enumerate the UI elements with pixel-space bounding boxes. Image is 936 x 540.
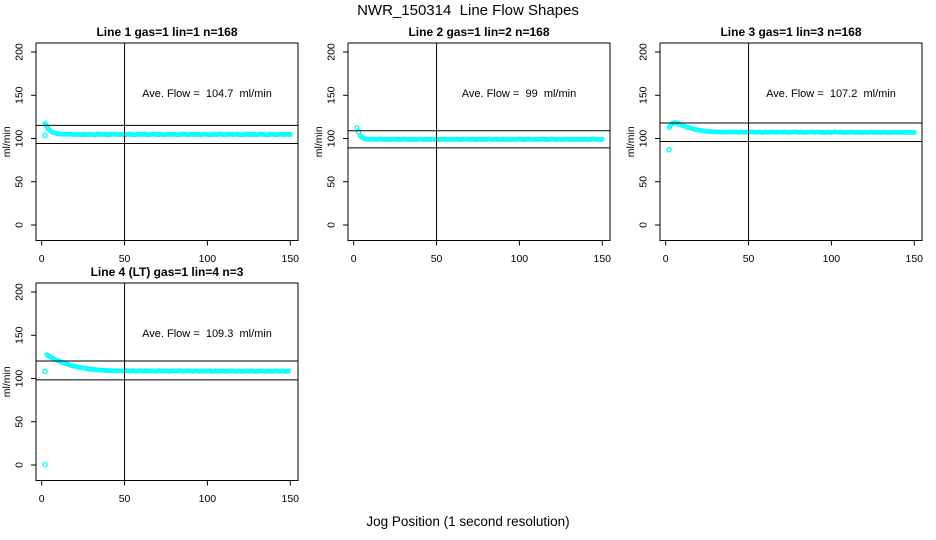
y-tick-label: 50 <box>14 416 26 428</box>
y-axis-label: ml/min <box>1 366 13 397</box>
x-tick-label: 0 <box>351 253 357 265</box>
plot-panel-4: Line 4 (LT) gas=1 lin=4 n=3 0 50 100 150 0 50 1… <box>1 265 299 505</box>
y-tick-label: 150 <box>326 86 338 104</box>
x-tick-label: 150 <box>905 253 923 265</box>
x-tick-label: 100 <box>823 253 841 265</box>
x-tick-label: 0 <box>663 253 669 265</box>
panel-line-3: Line 3 gas=1 lin=3 n=168 0 50 100 150 0 50 100 1… <box>624 20 936 268</box>
y-tick-label: 150 <box>638 86 650 104</box>
y-tick-label: 50 <box>326 176 338 188</box>
x-tick-label: 50 <box>119 253 131 265</box>
plot-panel-3: Line 3 gas=1 lin=3 n=168 0 50 100 150 0 50 100 1… <box>625 25 923 265</box>
y-tick-label: 100 <box>638 130 650 148</box>
plot-box <box>347 42 611 241</box>
figure-x-axis-label: Jog Position (1 second resolution) <box>366 514 570 529</box>
plot-panel-1: Line 1 gas=1 lin=1 n=168 0 50 100 150 0 50 100 1… <box>1 25 299 265</box>
panel-title: Line 2 gas=1 lin=2 n=168 <box>408 25 549 39</box>
data-point-band <box>666 120 917 136</box>
y-tick-label: 200 <box>14 283 26 301</box>
y-tick-label: 200 <box>638 43 650 61</box>
outlier-point <box>666 146 672 153</box>
y-tick-label: 0 <box>638 222 650 228</box>
x-tick-label: 100 <box>199 253 217 265</box>
x-tick-label: 100 <box>511 253 529 265</box>
y-tick-label: 100 <box>14 130 26 148</box>
y-tick-label: 100 <box>326 130 338 148</box>
ave-flow-annotation: Ave. Flow = 99 ml/min <box>462 88 576 100</box>
panel-title: Line 4 (LT) gas=1 lin=4 n=3 <box>91 265 244 279</box>
y-tick-label: 0 <box>326 222 338 228</box>
y-tick-label: 0 <box>14 462 26 468</box>
y-axis-label: ml/min <box>1 126 13 157</box>
panel-line-2: Line 2 gas=1 lin=2 n=168 0 50 100 150 0 50 100 1… <box>312 20 624 268</box>
plot-panel-2: Line 2 gas=1 lin=2 n=168 0 50 100 150 0 50 100 1… <box>313 25 611 265</box>
outlier-point <box>42 461 48 468</box>
panel-title: Line 1 gas=1 lin=1 n=168 <box>96 25 237 39</box>
x-tick-label: 50 <box>119 493 131 505</box>
data-point-band <box>354 125 605 143</box>
panel-title: Line 3 gas=1 lin=3 n=168 <box>720 25 861 39</box>
y-tick-label: 50 <box>638 176 650 188</box>
outlier-point <box>355 129 362 135</box>
y-axis-label: ml/min <box>313 126 325 157</box>
y-tick-label: 0 <box>14 222 26 228</box>
y-tick-label: 200 <box>326 43 338 61</box>
y-tick-label: 150 <box>14 86 26 104</box>
y-tick-label: 50 <box>14 176 26 188</box>
x-tick-label: 150 <box>281 253 299 265</box>
outlier-point <box>42 368 48 375</box>
x-tick-label: 150 <box>281 493 299 505</box>
y-axis-label: ml/min <box>625 126 637 157</box>
x-tick-label: 50 <box>431 253 443 265</box>
x-tick-label: 150 <box>593 253 611 265</box>
data-point-band <box>42 120 293 138</box>
figure-title: NWR_150314 Line Flow Shapes <box>357 2 579 19</box>
panel-line-4: Line 4 (LT) gas=1 lin=4 n=3 0 50 100 150 0 50 1… <box>0 260 312 508</box>
y-tick-label: 200 <box>14 43 26 61</box>
x-tick-label: 0 <box>39 253 45 265</box>
outlier-point <box>42 132 48 139</box>
panel-line-1: Line 1 gas=1 lin=1 n=168 0 50 100 150 0 50 100 1… <box>0 20 312 268</box>
ave-flow-annotation: Ave. Flow = 109.3 ml/min <box>142 328 272 340</box>
y-tick-label: 150 <box>14 326 26 344</box>
plot-box <box>35 282 299 481</box>
data-point-band <box>44 352 292 374</box>
x-tick-label: 100 <box>199 493 217 505</box>
x-tick-label: 50 <box>743 253 755 265</box>
ave-flow-annotation: Ave. Flow = 107.2 ml/min <box>766 88 896 100</box>
y-tick-label: 100 <box>14 370 26 388</box>
plot-box <box>35 42 299 241</box>
ave-flow-annotation: Ave. Flow = 104.7 ml/min <box>142 88 272 100</box>
x-tick-label: 0 <box>39 493 45 505</box>
